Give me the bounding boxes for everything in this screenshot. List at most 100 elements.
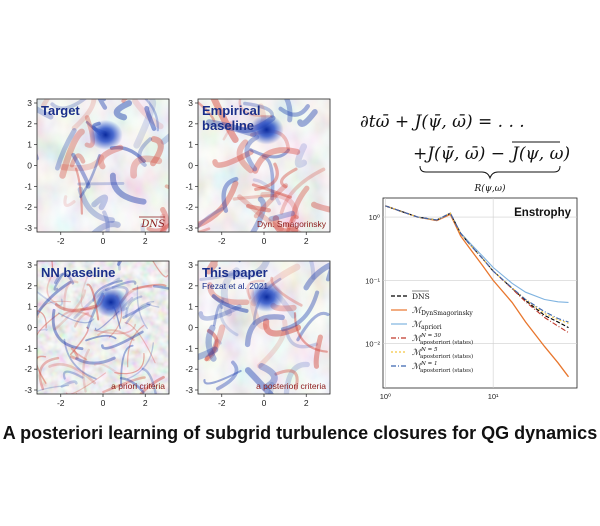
panel-corner-label: DNS [140,219,165,230]
vorticity-filament [205,119,257,138]
vorticity-filament [132,99,164,130]
vorticity-filament [92,279,123,302]
vorticity-filament [86,283,100,321]
vorticity-filament [253,183,289,219]
chart-legend: DNS ℳDynSmagorinsky ℳapriori ℳN = 30 aposter… [391,290,473,374]
legend-label: ℳN = 5 aposteriori (states) [412,347,473,360]
x-tick-label: 2 [304,236,309,246]
y-tick-label: 1 [27,140,32,150]
vorticity-filament [116,261,121,271]
vorticity-filament [137,137,153,167]
vorticity-filament [82,348,90,393]
vorticity-filament [160,213,166,232]
vorticity-filament [55,128,77,171]
vorticity-filament [220,267,240,317]
y-tick-label: -1 [185,343,193,353]
y-tick-label: 10⁻² [365,340,380,349]
legend-label: ℳDynSmagorinsky [412,306,473,317]
vorticity-filament [221,176,239,213]
vorticity-filament [114,353,145,375]
vorticity-filament [61,310,93,318]
y-tick-label: -3 [185,223,193,233]
panel-title: Empirical [202,103,261,118]
y-tick-label: 3 [188,260,193,270]
vorticity-filament [37,106,54,120]
vorticity-filament [198,207,224,230]
x-tick-label: 10¹ [488,392,499,401]
vorticity-filament [37,355,47,384]
vorticity-filament [122,303,151,319]
x-tick-label: 0 [101,398,106,408]
vorticity-filament [51,261,54,276]
y-tick-label: 3 [27,260,32,270]
vorticity-filament [69,326,89,356]
vorticity-filament [285,330,318,349]
y-tick-label: 10⁰ [369,213,380,222]
x-tick-label: 0 [262,398,267,408]
vorticity-filament [132,283,167,291]
vorticity-filament [125,302,152,325]
y-tick-label: 0 [27,161,32,171]
underbrace-label: R(ψ,ω) [473,183,506,194]
vorticity-filament [75,392,78,394]
y-tick-label: -1 [24,181,32,191]
y-tick-label: -2 [185,364,193,374]
vorticity-filament [232,193,277,201]
vorticity-filament [58,312,95,324]
vorticity-filament [46,274,58,305]
x-tick-label: 10⁰ [380,392,391,401]
vorticity-filament [250,196,267,232]
y-tick-label: -1 [24,343,32,353]
vorticity-filament [268,210,295,222]
vorticity-filament [311,201,330,213]
vorticity-filament [261,155,275,201]
vorticity-filament [219,297,239,337]
vorticity-filament [207,282,250,306]
vorticity-filament [109,145,146,163]
vorticity-filament [243,101,274,118]
vorticity-filament [325,265,330,282]
vorticity-filament [254,162,279,191]
vorticity-filament [212,303,223,327]
vorticity-filament [77,186,115,223]
vorticity-filament [37,300,71,318]
vorticity-filament [245,203,271,213]
vorticity-filament [50,99,88,111]
y-tick-label: 3 [27,98,32,108]
panel-corner-label: Dyn. Smagorinsky [257,219,327,229]
vorticity-filament [97,329,135,341]
y-tick-label: 2 [188,281,193,291]
equation-line-2a: +J(ψ̄, ω̄) − [413,144,505,164]
vorticity-filament [216,360,239,391]
vorticity-filament [109,172,147,205]
vorticity-filament [75,356,116,365]
vorticity-filament [159,206,169,232]
vorticity-filament [73,350,88,361]
vorticity-filament [60,380,78,388]
vorticity-filament [79,154,101,199]
x-tick-label: -2 [57,398,65,408]
y-tick-label: -3 [24,223,32,233]
y-tick-label: 0 [188,161,193,171]
panel-title: baseline [202,118,254,133]
vorticity-filament [139,375,165,394]
vorticity-filament [53,289,87,331]
vorticity-filament [267,381,275,394]
vorticity-filament [222,121,233,141]
vorticity-filament [205,324,226,362]
y-tick-label: 2 [188,119,193,129]
vorticity-filament [146,222,169,232]
vorticity-filament [87,270,99,277]
x-tick-label: 2 [143,236,148,246]
vorticity-filament [37,328,48,332]
vorticity-filament [130,155,163,179]
vorticity-filament [77,181,125,186]
vorticity-filament [113,100,132,121]
vorticity-filament [274,369,299,391]
panel-corner-label: a priori criteria [111,381,165,391]
vorticity-filament [91,221,121,232]
vorticity-filament [308,261,316,280]
x-tick-label: 2 [143,398,148,408]
vorticity-filament [199,270,244,282]
vorticity-filament [73,312,90,328]
